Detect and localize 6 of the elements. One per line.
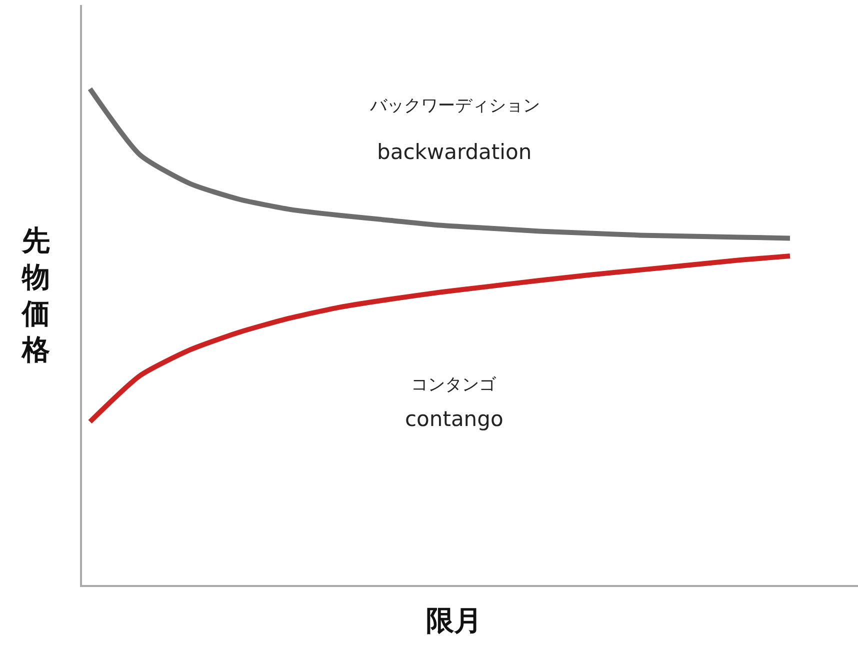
annotation: バックワーディション [369,96,540,116]
x-axis-title: 限月 [426,604,482,637]
y-axis-title: 先物価格 [21,224,50,366]
annotation: backwardation [377,140,532,164]
annotation: コンタンゴ [411,375,497,395]
annotation: contango [405,407,504,431]
